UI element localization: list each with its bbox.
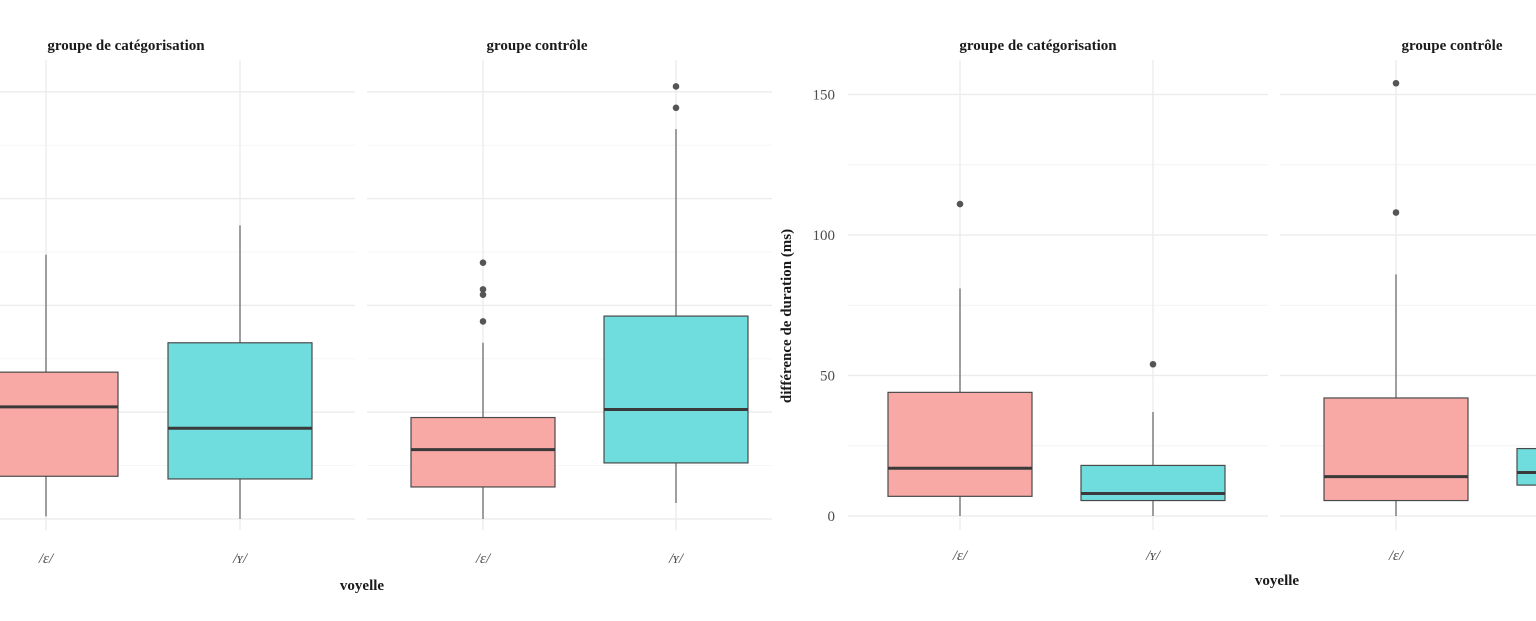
iqr-box <box>0 371 119 477</box>
box-y <box>1516 447 1536 486</box>
x-tick-label: /ɛ/ <box>475 551 492 567</box>
x-tick-label: /ʏ/ <box>1145 548 1162 564</box>
outlier-point <box>479 291 487 299</box>
iqr-box <box>1080 464 1226 502</box>
outlier-point <box>479 318 487 325</box>
outlier-point <box>479 286 487 293</box>
box-e <box>410 259 556 519</box>
y-tick-label: 150 <box>813 88 836 104</box>
x-axis-title: voyelle <box>340 578 384 594</box>
facet-title: groupe de catégorisation <box>47 38 205 54</box>
y-axis-title: différence de duration (ms) <box>779 229 795 403</box>
facet-title: groupe contrôle <box>487 38 588 54</box>
x-tick-label: /ɛ/ <box>38 551 55 567</box>
boxplot-chart-right: groupe de catégorisation/ɛ/ /ʏ/groupe con… <box>779 38 1536 589</box>
boxplot-chart-left: groupe de catégorisation/ɛ/ /ʏ/groupe con… <box>0 38 772 594</box>
facet-panel: groupe contrôle/ɛ//ʏ/ <box>1280 38 1536 564</box>
x-tick-label: /ɛ/ <box>952 548 969 564</box>
facet-title: groupe contrôle <box>1402 38 1503 54</box>
outlier-point <box>672 104 680 112</box>
x-tick-label: /ʏ/ <box>668 551 685 567</box>
box-y <box>167 225 313 519</box>
iqr-box <box>1323 397 1469 502</box>
y-tick-label: 0 <box>828 509 836 525</box>
iqr-box <box>603 315 749 464</box>
x-tick-label: /ʏ/ <box>232 551 249 567</box>
iqr-box <box>1516 447 1536 486</box>
outlier-point <box>1149 360 1157 368</box>
facet-panel: groupe de catégorisation/ɛ/ /ʏ/ <box>0 38 355 567</box>
outlier-point <box>479 259 487 266</box>
box-e <box>887 200 1033 516</box>
outlier-point <box>1392 79 1400 87</box>
facet-panel: groupe contrôle/ɛ/ /ʏ/ <box>367 38 772 567</box>
box-y <box>603 83 749 503</box>
y-tick-label: 50 <box>820 369 835 385</box>
outlier-point <box>1392 209 1400 216</box>
iqr-box <box>410 416 556 488</box>
x-tick-label: /ɛ/ <box>1388 548 1405 564</box>
y-tick-label: 100 <box>813 228 836 244</box>
x-axis-title: voyelle <box>1255 573 1299 589</box>
iqr-box <box>167 342 313 480</box>
facet-title: groupe de catégorisation <box>959 38 1117 54</box>
box-e <box>0 254 119 517</box>
outlier-point <box>956 200 964 208</box>
iqr-box <box>887 391 1033 497</box>
box-e <box>1323 79 1469 516</box>
outlier-point <box>672 83 680 90</box>
facet-panel: groupe de catégorisation/ɛ/ /ʏ/ <box>848 38 1268 564</box>
box-y <box>1080 360 1226 516</box>
